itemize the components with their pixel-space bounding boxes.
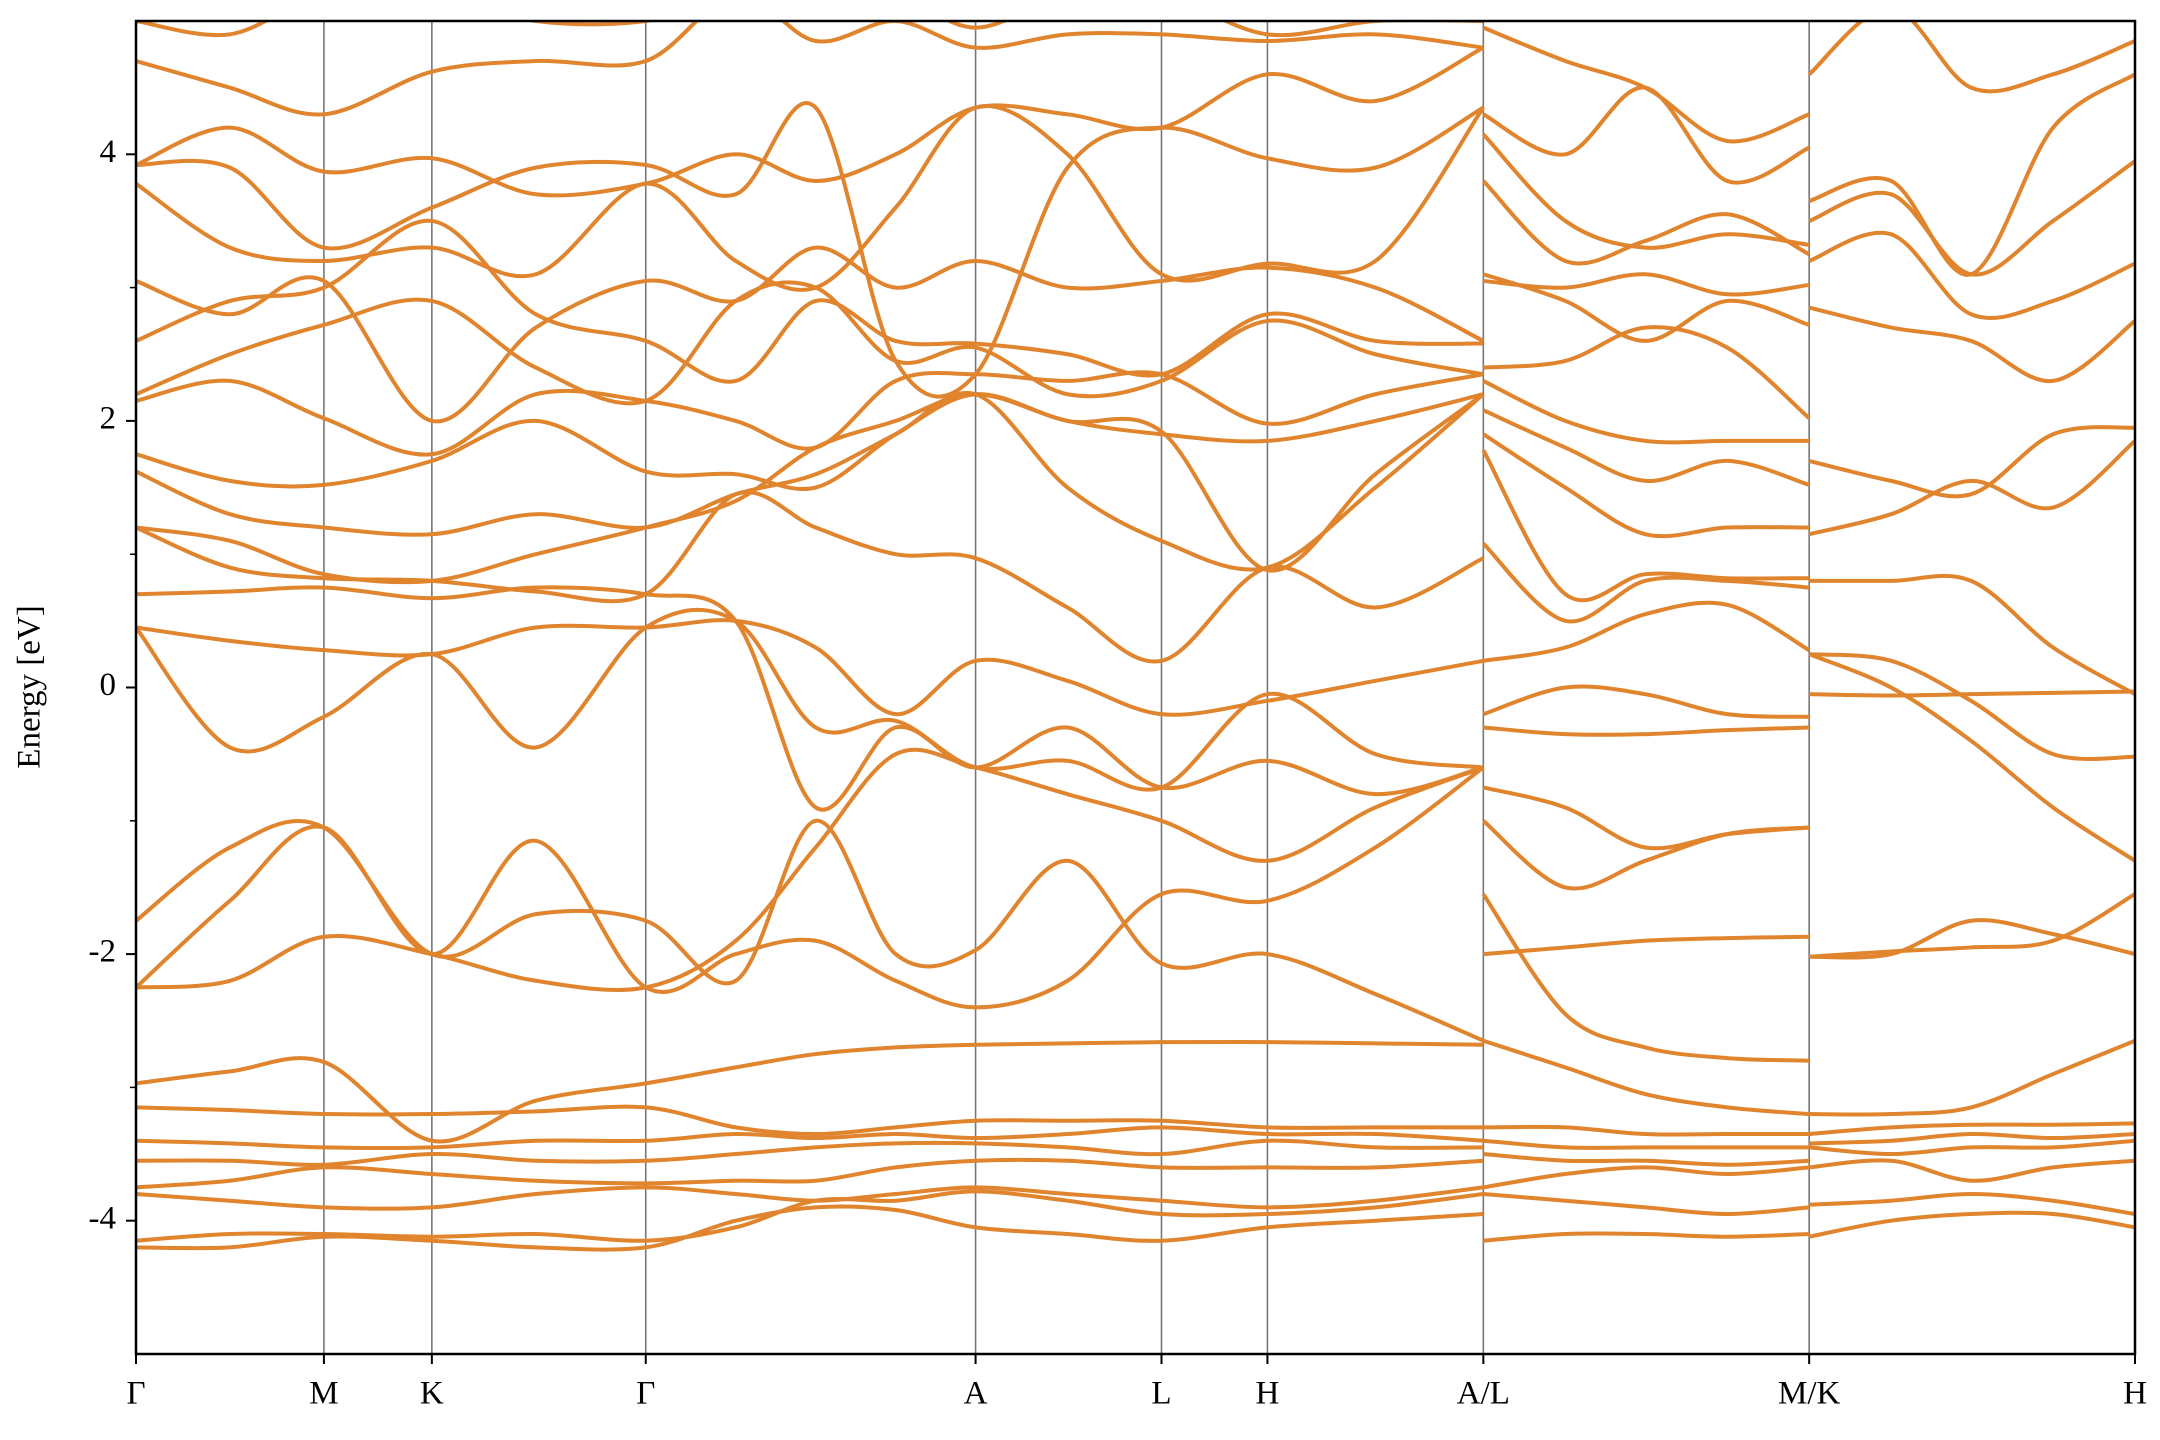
band-line <box>1482 1038 1810 1117</box>
x-tick-label: L <box>1151 1376 1171 1412</box>
band-line <box>1481 132 1810 250</box>
band-line <box>136 45 1485 198</box>
x-tick-label: H <box>2123 1376 2147 1412</box>
band-line <box>1809 1192 2135 1217</box>
band-line <box>1807 21 2135 94</box>
band-line <box>1809 573 2135 696</box>
band-line <box>1482 432 1810 539</box>
band-line <box>1483 1124 1810 1137</box>
band-line <box>1808 1121 2135 1137</box>
band-line <box>136 101 1485 399</box>
band-line <box>1808 1158 2135 1183</box>
band-line <box>1809 1038 2135 1117</box>
bands <box>136 21 2135 1252</box>
band-line <box>1482 379 1810 445</box>
band-line <box>1808 652 2135 761</box>
band-line <box>136 21 1484 117</box>
band-line <box>1808 425 2135 499</box>
x-tick-label: K <box>420 1376 444 1412</box>
x-tick-label: M <box>309 1376 338 1412</box>
band-line <box>136 1125 1484 1151</box>
y-tick-label: 4 <box>100 134 117 170</box>
band-line <box>1483 725 1810 737</box>
band-line <box>1809 689 2135 698</box>
band-line <box>136 21 1484 38</box>
band-line <box>1808 652 2135 863</box>
band-line <box>1482 684 1810 719</box>
band-line <box>1483 1138 1810 1150</box>
band-line <box>1483 272 1810 297</box>
band-line <box>136 1157 1484 1190</box>
band-line <box>136 218 1484 384</box>
band-line <box>136 370 1484 457</box>
band-line <box>136 1185 1484 1211</box>
band-line <box>1481 179 1811 266</box>
band-line <box>1483 1152 1810 1167</box>
band-line <box>136 607 1484 792</box>
band-line <box>136 392 1485 573</box>
band-line <box>1483 1165 1810 1190</box>
band-line <box>1482 25 1810 144</box>
band-line <box>1808 1138 2135 1157</box>
band-line <box>1482 408 1810 487</box>
y-tick-label: 0 <box>100 667 117 703</box>
band-line <box>136 104 1485 292</box>
band-line <box>136 280 1484 406</box>
band-line <box>1809 918 2135 960</box>
band-line <box>1808 439 2135 537</box>
x-tick-label: M/K <box>1778 1376 1841 1412</box>
band-line <box>136 1039 1484 1144</box>
band-line <box>1808 230 2135 320</box>
band-line <box>136 1104 1484 1137</box>
band-line <box>1482 272 1810 343</box>
band-line <box>1482 785 1810 851</box>
band-line <box>136 818 1485 1043</box>
x-tick-label: A <box>964 1376 988 1412</box>
x-tick-label: Γ <box>126 1376 145 1412</box>
x-tick-label: H <box>1256 1376 1280 1412</box>
band-line <box>136 618 1484 717</box>
band-line <box>1483 325 1811 420</box>
band-line <box>1481 449 1810 603</box>
axes: -4 -2 0 2 4 Γ M K Γ A L H A/L M/K H <box>89 134 2147 1412</box>
band-line <box>136 747 1485 992</box>
y-tick-label: -2 <box>89 934 117 970</box>
band-line <box>1483 934 1810 957</box>
x-tick-label: Γ <box>636 1376 655 1412</box>
band-line <box>1808 72 2135 277</box>
band-line <box>1483 600 1811 663</box>
x-tick-label: A/L <box>1457 1376 1510 1412</box>
band-line <box>1483 1231 1810 1243</box>
band-line <box>1481 542 1810 624</box>
y-tick-label: 2 <box>100 400 117 436</box>
band-line <box>136 585 1484 812</box>
band-line <box>1808 1210 2135 1239</box>
y-tick-label: -4 <box>89 1200 117 1236</box>
y-axis-label: Energy [eV] <box>12 605 48 768</box>
band-line <box>1808 305 2135 383</box>
band-line <box>1481 892 1810 1063</box>
band-line <box>1808 159 2135 277</box>
band-line <box>1809 892 2135 959</box>
band-line <box>1809 1132 2135 1146</box>
band-line <box>1483 1192 1810 1217</box>
band-line <box>136 1138 1484 1167</box>
band-line <box>136 245 1485 424</box>
band-line <box>136 390 1485 572</box>
